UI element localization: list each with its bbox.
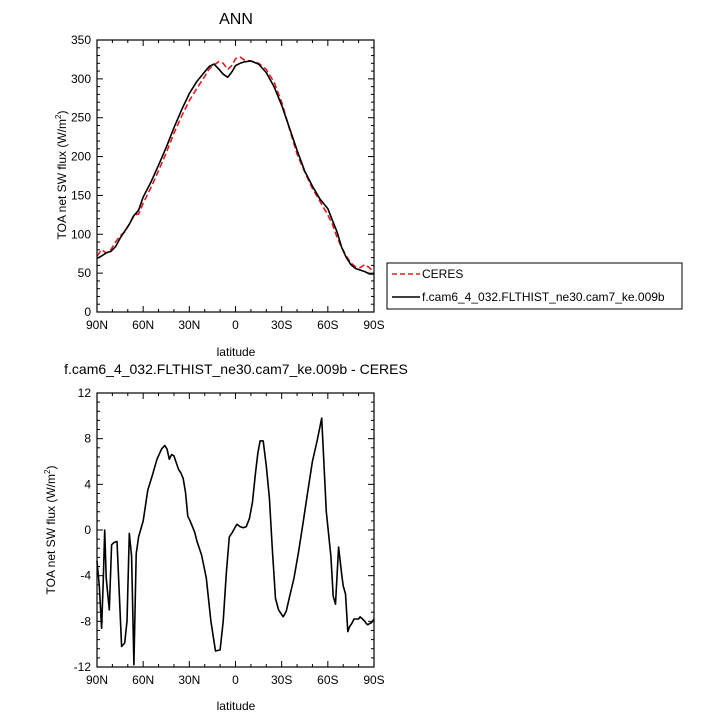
legend-box [386,262,683,310]
top-series-lines [96,56,375,275]
bottom-x-tick-label: 30N [178,673,200,687]
top-series-line-model [96,60,374,275]
bottom-series-lines [96,417,375,666]
bottom-x-tick-label: 0 [232,673,239,687]
bottom-x-tick-label: 90N [86,673,108,687]
top-y-tick-label: 200 [71,150,91,164]
top-y-tick-label: 150 [71,188,91,202]
legend: CERES f.cam6_4_032.FLTHIST_ne30.cam7_ke.… [386,262,683,310]
bottom-y-axis-label-main: TOA net SW flux (W/m [44,474,58,594]
top-x-tick-label: 0 [232,318,239,332]
top-x-tick-label: 90N [86,318,108,332]
top-chart: ANN TOA net SW flux (W/m2) 90N 60N 30N 0 30S… [54,11,385,359]
top-y-tick-label: 100 [71,227,91,241]
top-y-tick-label: 250 [71,111,91,125]
top-x-ticks: 90N 60N 30N 0 30S 60S 90S [86,40,385,332]
top-y-tick-label: 50 [78,266,92,280]
top-x-tick-label: 60S [317,318,338,332]
bottom-y-tick-label: -4 [80,569,91,583]
top-y-axis-label-sup: 2 [54,114,63,119]
bottom-x-axis-label: latitude [217,699,256,713]
bottom-x-tick-label: 30S [271,673,292,687]
top-plot-frame [96,39,375,313]
legend-label-ceres: CERES [422,267,463,281]
bottom-chart-title: f.cam6_4_032.FLTHIST_ne30.cam7_ke.009b -… [64,361,408,377]
top-x-tick-label: 30S [271,318,292,332]
bottom-y-axis-label-close: ) [44,466,58,470]
bottom-y-tick-label: -12 [74,660,92,674]
legend-label-model: f.cam6_4_032.FLTHIST_ne30.cam7_ke.009b [422,290,665,304]
top-y-ticks: 0 50 100 150 200 250 300 350 [71,33,374,319]
top-series-line-ceres [96,56,375,273]
top-y-tick-label: 300 [71,72,91,86]
bottom-chart: f.cam6_4_032.FLTHIST_ne30.cam7_ke.009b -… [43,361,408,713]
bottom-x-tick-label: 60S [317,673,338,687]
bottom-x-ticks: 90N 60N 30N 0 30S 60S 90S [86,393,385,687]
bottom-y-tick-label: 8 [84,432,91,446]
top-chart-title: ANN [219,11,253,28]
top-y-axis-label: TOA net SW flux (W/m2) [54,111,69,240]
bottom-y-tick-label: -8 [80,614,91,628]
bottom-series-line-model [96,417,375,666]
bottom-y-axis-label-sup: 2 [43,469,52,474]
top-y-tick-label: 0 [84,305,91,319]
top-x-axis-label: latitude [217,345,256,359]
bottom-x-tick-label: 60N [132,673,154,687]
bottom-y-tick-label: 0 [84,523,91,537]
top-y-axis-label-close: ) [55,111,69,115]
top-y-axis-label-main: TOA net SW flux (W/m [55,119,69,239]
top-y-tick-label: 350 [71,33,91,47]
top-x-tick-label: 90S [363,318,384,332]
top-x-tick-label: 60N [132,318,154,332]
bottom-y-tick-label: 4 [84,477,91,491]
bottom-plot-frame [96,392,375,668]
bottom-y-axis-label: TOA net SW flux (W/m2) [43,466,58,595]
bottom-y-tick-label: 12 [78,386,92,400]
bottom-x-tick-label: 90S [363,673,384,687]
top-x-tick-label: 30N [178,318,200,332]
